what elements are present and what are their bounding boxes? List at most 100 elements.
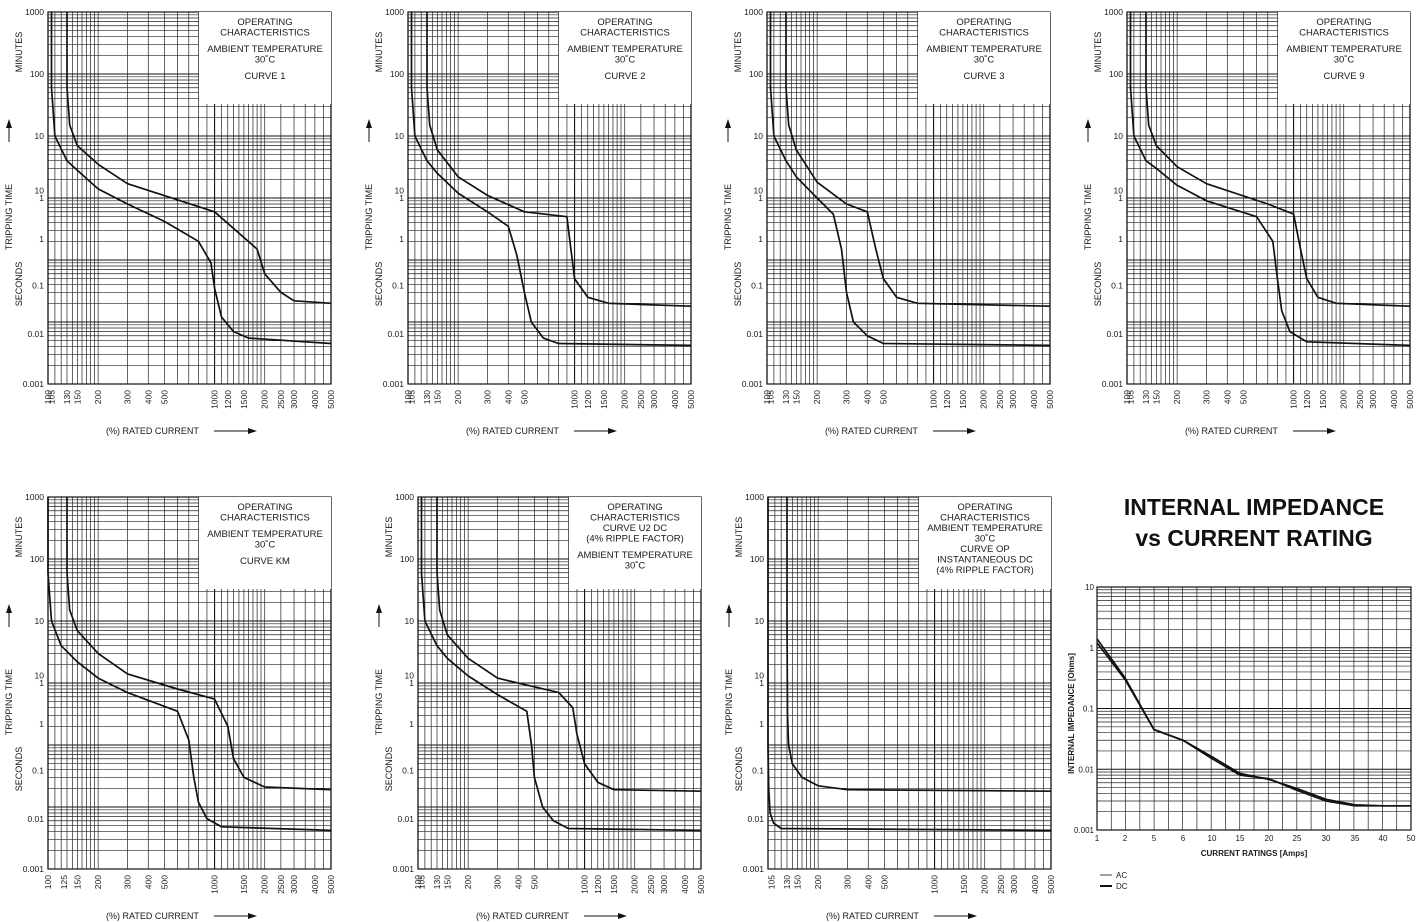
x-tick-label: 30 [1322, 834, 1331, 843]
y-tick-label: 0.001 [743, 864, 765, 874]
y-tick-label: 0.001 [742, 379, 764, 389]
annotation-box-bg [559, 12, 691, 104]
x-tick-label: 200 [812, 390, 822, 404]
annotation-text: CHARACTERISTICS [220, 513, 310, 524]
annotation-text: AMBIENT TEMPERATURE [926, 44, 1042, 55]
plot-frame [766, 11, 1051, 385]
y-axis-label: INTERNAL IMPEDANCE [Ohms] [1067, 653, 1076, 774]
y-tick-label: 0.001 [383, 379, 405, 389]
y-tick-label: 10 [1085, 583, 1094, 592]
y-tick-label: 10 [35, 186, 45, 196]
annotation-text: 30˚C [1334, 55, 1355, 66]
y-label-tripping-time: TRIPPING TIME [374, 669, 384, 735]
x-axis-label: (%) RATED CURRENT [106, 426, 199, 436]
x-tick-label: 100 [1122, 390, 1132, 404]
x-tick-label: 4000 [1029, 390, 1039, 409]
curve-upper [66, 497, 332, 791]
annotation-text: CURVE 9 [1323, 71, 1364, 82]
y-arrow-head [726, 604, 732, 613]
y-tick-label: 0.001 [23, 864, 45, 874]
x-tick-label: 50 [1407, 834, 1416, 843]
y-tick-label: 10 [755, 616, 765, 626]
x-tick-label: 105 [1126, 390, 1136, 404]
x-tick-label: 1500 [959, 875, 969, 894]
y-label-minutes: MINUTES [374, 32, 384, 73]
x-tick-label: 200 [453, 390, 463, 404]
curve-upper [436, 497, 702, 793]
x-tick-label: 2 [1123, 834, 1128, 843]
y-label-minutes: MINUTES [733, 32, 743, 73]
x-tick-label: 300 [1201, 390, 1211, 404]
x-tick-label: 1500 [1318, 390, 1328, 409]
y-tick-label: 1 [409, 678, 414, 688]
y-tick-label: 0.1 [1083, 705, 1095, 714]
y-label-tripping-time: TRIPPING TIME [4, 184, 14, 250]
x-tick-label: 5000 [326, 390, 336, 409]
annotation-text: 30˚C [255, 540, 276, 551]
y-tick-label: 100 [749, 69, 763, 79]
impedance-title-line2: vs CURRENT RATING [1135, 525, 1372, 551]
x-tick-label: 2000 [630, 875, 640, 894]
x-axis-label: (%) RATED CURRENT [1185, 426, 1278, 436]
legend-label-ac: AC [1116, 871, 1127, 880]
x-tick-label: 2500 [996, 875, 1006, 894]
x-tick-label: 500 [878, 390, 888, 404]
x-tick-label: 100 [43, 875, 53, 889]
y-tick-label: 1 [759, 678, 764, 688]
y-tick-label: 1 [759, 719, 764, 729]
curve-lower [767, 497, 1052, 832]
x-tick-label: 105 [417, 875, 427, 889]
x-tick-label: 4000 [670, 390, 680, 409]
y-tick-label: 10 [35, 671, 45, 681]
plot-frame [47, 11, 332, 385]
x-tick-label: 200 [463, 875, 473, 889]
x-tick-label: 4000 [1030, 875, 1040, 894]
x-tick-label: 15 [1236, 834, 1245, 843]
y-label-seconds: SECONDS [14, 747, 24, 792]
annotation-text: 30˚C [615, 55, 636, 66]
y-tick-label: 1 [39, 678, 44, 688]
x-tick-label: 300 [122, 875, 132, 889]
annotation-text: OPERATING [237, 17, 292, 28]
y-tick-label: 1 [39, 234, 44, 244]
curve-upper [426, 12, 692, 308]
annotation-text: CHARACTERISTICS [590, 513, 680, 524]
x-arrow-head [1327, 428, 1336, 434]
annotation-text: CURVE 3 [963, 71, 1004, 82]
x-tick-label: 1000 [580, 875, 590, 894]
x-tick-label: 5000 [326, 875, 336, 894]
x-tick-label: 1200 [593, 875, 603, 894]
x-tick-label: 1000 [570, 390, 580, 409]
annotation-text: 30˚C [625, 561, 646, 572]
plot-frame [407, 11, 692, 385]
x-tick-label: 4000 [680, 875, 690, 894]
x-tick-label: 150 [1151, 390, 1161, 404]
legend-label-dc: DC [1116, 882, 1128, 891]
x-tick-label: 200 [93, 875, 103, 889]
y-tick-label: 0.01 [397, 814, 414, 824]
annotation-text: CURVE U2 DC [603, 523, 667, 534]
x-tick-label: 1200 [1302, 390, 1312, 409]
plot-frame [417, 496, 702, 870]
y-tick-label: 1000 [25, 492, 44, 502]
x-arrow-head [608, 428, 617, 434]
annotation-text: (4% RIPPLE FACTOR) [586, 534, 684, 545]
x-tick-label: 300 [492, 875, 502, 889]
annotation-text: CHARACTERISTICS [940, 513, 1030, 524]
y-arrow-head [6, 604, 12, 613]
annotation-text: AMBIENT TEMPERATURE [927, 523, 1043, 534]
x-tick-label: 150 [791, 390, 801, 404]
x-tick-label: 5 [1152, 834, 1157, 843]
annotation-text: CHARACTERISTICS [939, 28, 1029, 39]
x-tick-label: 150 [72, 390, 82, 404]
annotation-text: CHARACTERISTICS [580, 28, 670, 39]
impedance-legend: AC DC [1100, 871, 1128, 891]
x-tick-label: 4000 [310, 390, 320, 409]
x-tick-label: 5000 [1045, 390, 1055, 409]
